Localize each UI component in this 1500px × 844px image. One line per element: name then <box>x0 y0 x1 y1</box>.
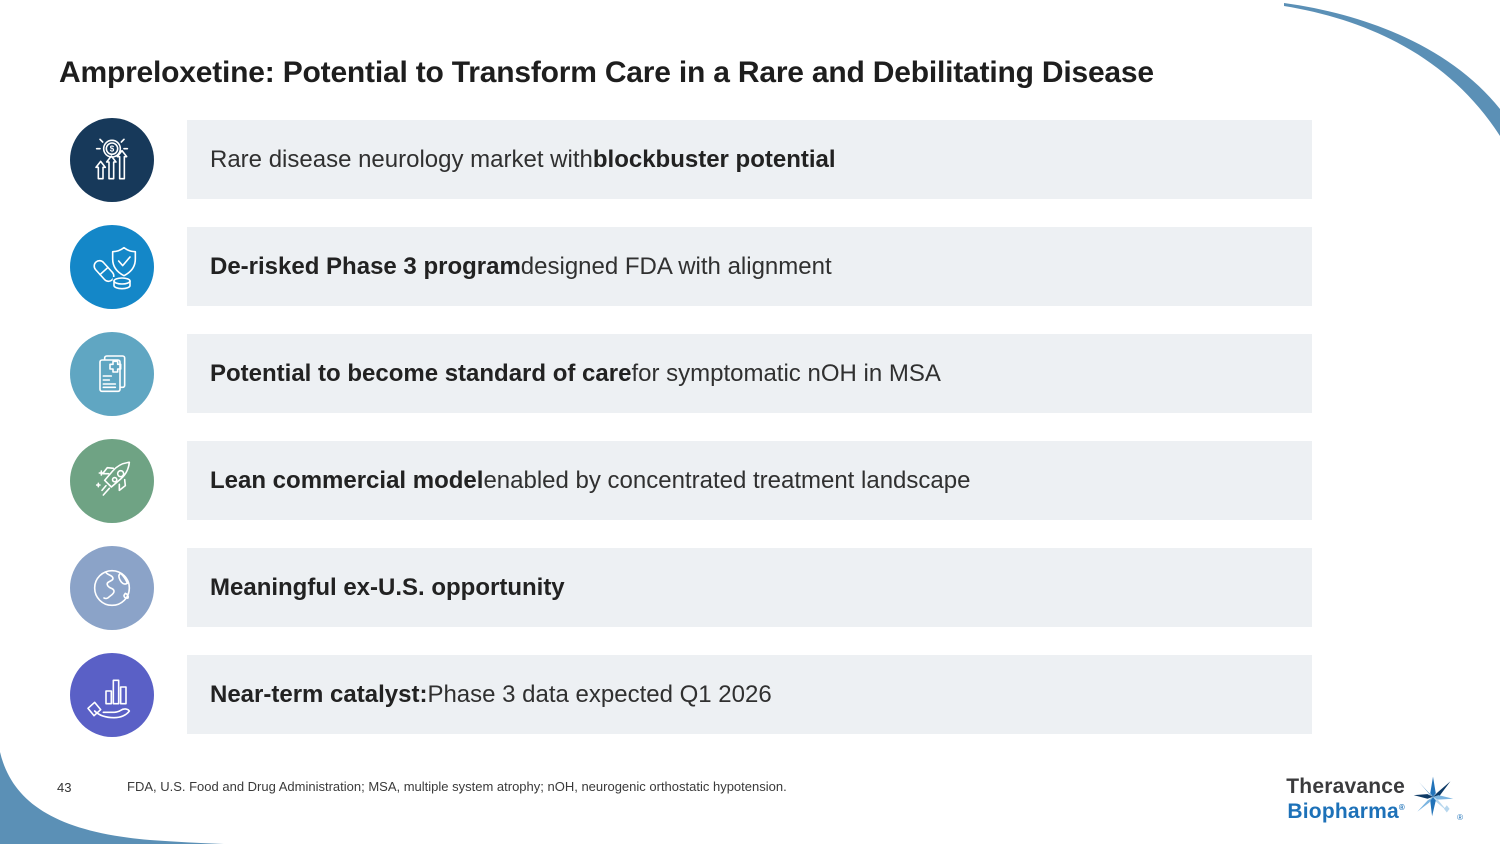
feature-bar: Potential to become standard of care for… <box>187 334 1312 413</box>
bottom-left-swoosh <box>0 752 225 844</box>
feature-text: designed FDA with alignment <box>520 252 832 280</box>
logo-line2: Biopharma® <box>1286 797 1405 822</box>
registered-mark: ® <box>1398 802 1405 812</box>
feature-list: $ Rare disease neurology market with blo… <box>70 117 1312 762</box>
footnote: FDA, U.S. Food and Drug Administration; … <box>127 779 787 794</box>
feature-text: Phase 3 data expected Q1 2026 <box>427 680 772 708</box>
feature-text-strong: Lean commercial model <box>210 466 484 494</box>
feature-row: Lean commercial model enabled by concent… <box>70 438 1312 523</box>
feature-bar: Meaningful ex-U.S. opportunity <box>187 548 1312 627</box>
feature-text-strong: De-risked Phase 3 program <box>210 252 521 280</box>
feature-text: enabled by concentrated treatment landsc… <box>483 466 971 494</box>
feature-row: Potential to become standard of care for… <box>70 331 1312 416</box>
feature-bar: De-risked Phase 3 program designed FDA w… <box>187 227 1312 306</box>
theravance-biopharma-logo: Theravance Biopharma® ® <box>1286 773 1463 824</box>
feature-text-strong: blockbuster potential <box>592 145 836 173</box>
feature-bar: Near-term catalyst: Phase 3 data expecte… <box>187 655 1312 734</box>
feature-row: Meaningful ex-U.S. opportunity <box>70 545 1312 630</box>
feature-text: for symptomatic nOH in MSA <box>631 359 941 387</box>
logo-line2-text: Biopharma <box>1287 799 1399 823</box>
registered-mark: ® <box>1457 813 1463 822</box>
rocket-icon <box>70 438 154 523</box>
page-title: Ampreloxetine: Potential to Transform Ca… <box>59 56 1154 89</box>
svg-text:$: $ <box>110 144 115 153</box>
feature-row: Near-term catalyst: Phase 3 data expecte… <box>70 652 1312 737</box>
shield-pills-icon <box>70 224 154 309</box>
feature-text-strong: Near-term catalyst: <box>210 680 428 708</box>
logo-star-icon: ® <box>1410 773 1463 824</box>
logo-text: Theravance Biopharma® <box>1286 776 1405 822</box>
globe-icon <box>70 545 154 630</box>
medical-documents-icon <box>70 331 154 416</box>
feature-text-strong: Meaningful ex-U.S. opportunity <box>210 573 565 601</box>
page-number: 43 <box>57 780 72 795</box>
feature-row: De-risked Phase 3 program designed FDA w… <box>70 224 1312 309</box>
feature-bar: Lean commercial model enabled by concent… <box>187 441 1312 520</box>
feature-text: Rare disease neurology market with <box>210 145 593 173</box>
logo-line1: Theravance <box>1286 774 1405 798</box>
top-right-swoosh <box>1284 3 1500 136</box>
money-growth-icon: $ <box>70 117 154 202</box>
feature-bar: Rare disease neurology market with block… <box>187 120 1312 199</box>
feature-text-strong: Potential to become standard of care <box>210 359 632 387</box>
feature-row: $ Rare disease neurology market with blo… <box>70 117 1312 202</box>
hand-chart-icon <box>70 652 154 737</box>
